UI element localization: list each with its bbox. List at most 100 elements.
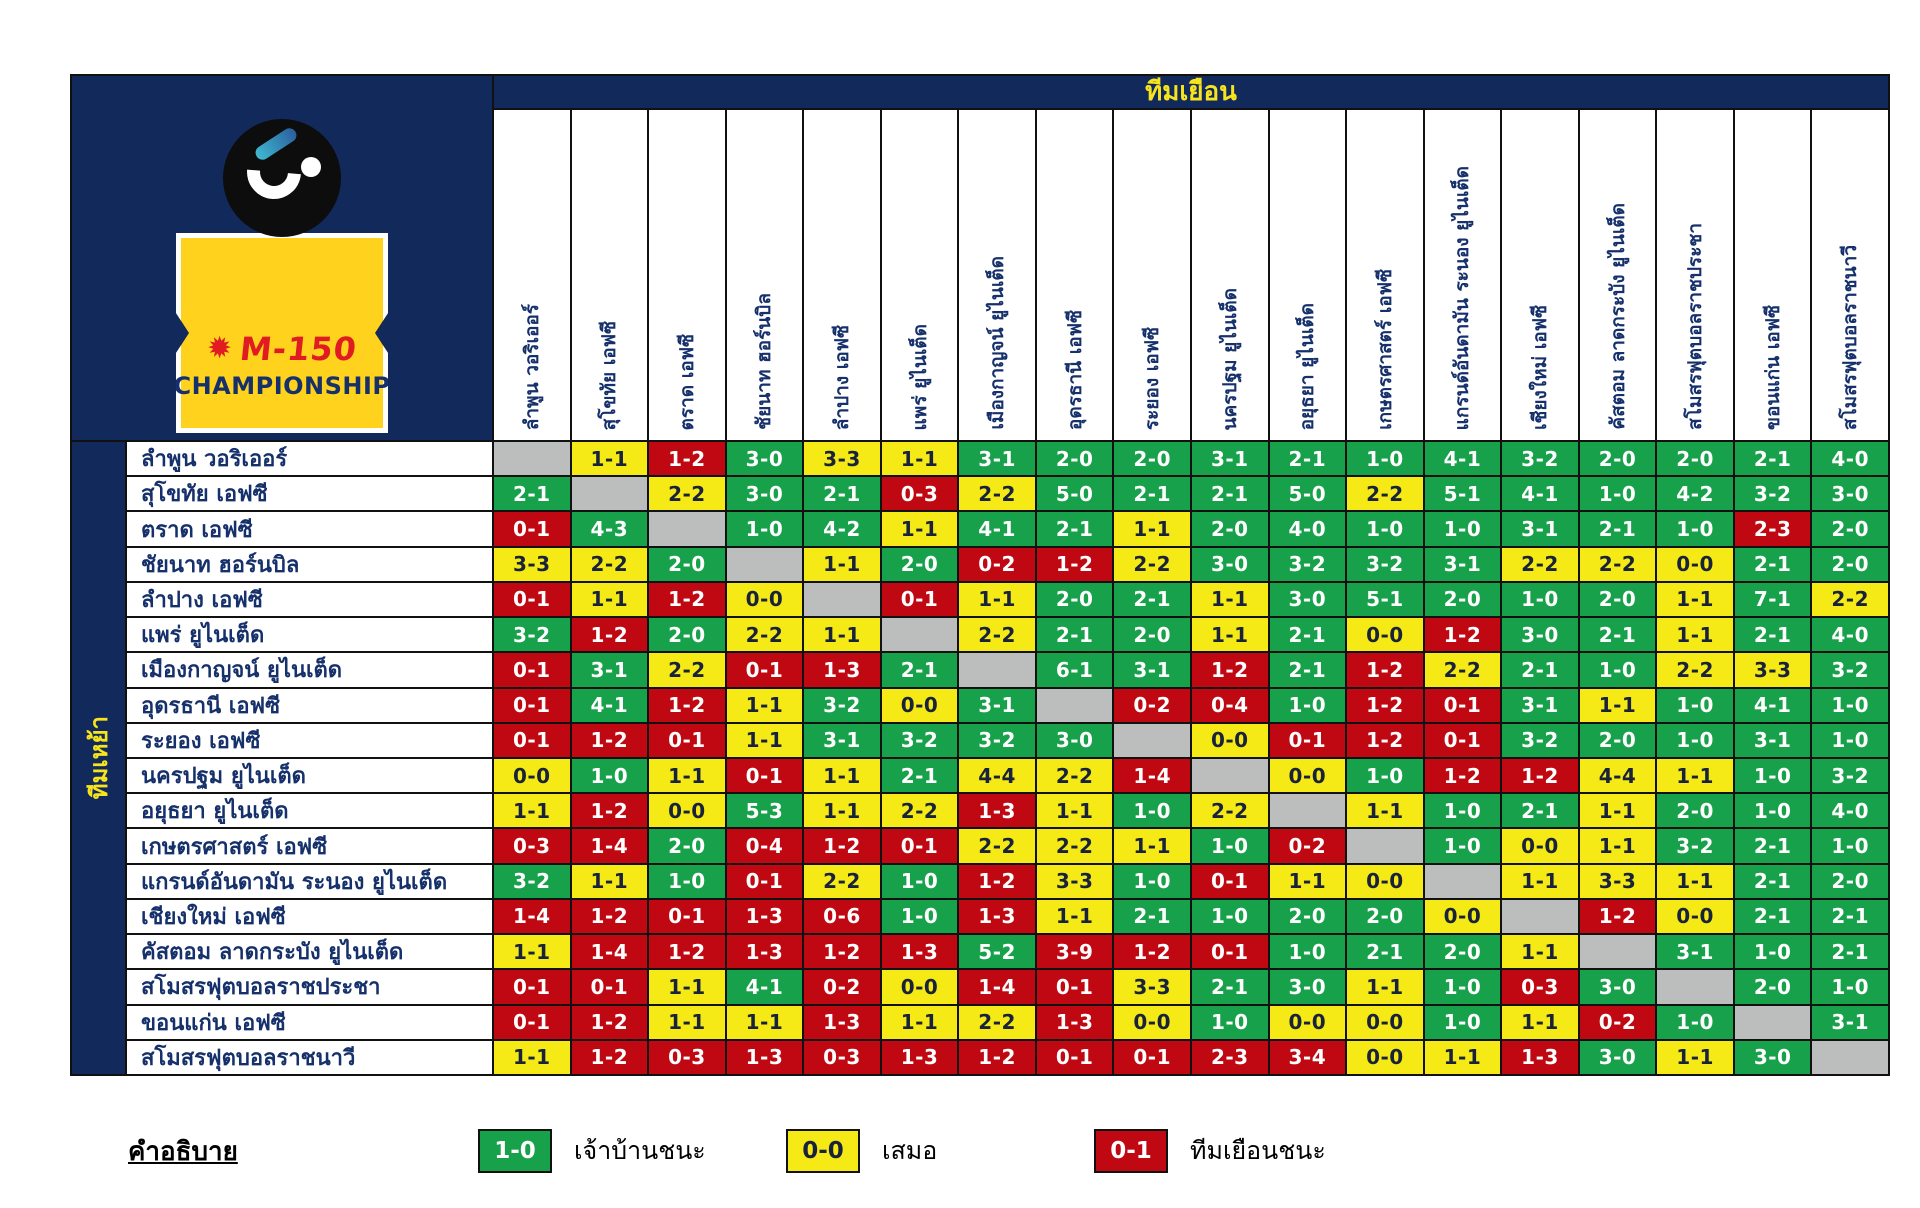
score-cell: 1-1 — [1114, 829, 1190, 863]
home-team-label: ลำปาง เอฟซี — [127, 582, 492, 617]
column-header-away-team: ชัยนาท ฮอร์นบิล — [726, 110, 803, 440]
score-cell: 0-0 — [1114, 1005, 1190, 1039]
score-cell: 0-2 — [804, 970, 880, 1004]
diagonal-cell — [494, 442, 570, 476]
score-cell: 0-0 — [1347, 1040, 1423, 1074]
score-cell: 2-1 — [1502, 794, 1578, 828]
score-cell: 2-1 — [1734, 899, 1811, 934]
score-cell: 2-1 — [494, 477, 570, 511]
score-cell: 2-2 — [1579, 547, 1656, 581]
diagonal-cell — [959, 653, 1035, 687]
score-cell: 3-3 — [1579, 864, 1656, 898]
score-cell: 1-0 — [1579, 477, 1656, 511]
score-cell: 2-3 — [1192, 1040, 1268, 1074]
score-cell: 1-0 — [1657, 688, 1733, 722]
score-cell: 1-2 — [571, 794, 648, 828]
score-cell: 1-2 — [649, 442, 725, 476]
home-axis-strip: ทีมเหย้า — [72, 442, 125, 1074]
score-cell: 1-0 — [1812, 688, 1888, 722]
score-cell: 0-0 — [1269, 1005, 1346, 1039]
score-cell: 1-0 — [1734, 794, 1811, 828]
score-cell: 3-4 — [1269, 1040, 1346, 1074]
score-cell: 1-1 — [1192, 618, 1268, 652]
score-cell: 0-1 — [881, 829, 958, 863]
score-cell: 6-1 — [1036, 653, 1113, 687]
diagonal-cell — [1579, 935, 1656, 969]
score-cell: 1-4 — [494, 899, 570, 934]
column-header-away-team: คัสตอม ลาดกระบัง ยูไนเต็ด — [1579, 110, 1656, 440]
legend-item: 0-1 ทีมเยือนชนะ — [1094, 1129, 1402, 1173]
score-cell: 3-0 — [1579, 970, 1656, 1004]
score-cell: 1-1 — [1114, 512, 1190, 546]
score-cell: 1-0 — [1424, 970, 1501, 1004]
diagonal-cell — [881, 618, 958, 652]
score-cell: 2-2 — [1424, 653, 1501, 687]
home-team-label: ลำพูน วอริเออร์ — [127, 442, 492, 476]
score-cell: 1-1 — [571, 864, 648, 898]
score-cell: 1-2 — [1424, 618, 1501, 652]
score-cell: 1-2 — [649, 688, 725, 722]
score-cell: 1-0 — [726, 512, 803, 546]
legend: คำอธิบาย 1-0 เจ้าบ้านชนะ 0-0 เสมอ 0-1 ทีมเยือ… — [0, 1126, 1920, 1176]
score-cell: 3-2 — [1347, 547, 1423, 581]
score-cell: 1-2 — [1347, 653, 1423, 687]
score-cell: 2-2 — [1347, 477, 1423, 511]
score-cell: 3-1 — [1114, 653, 1190, 687]
score-cell: 4-1 — [726, 970, 803, 1004]
score-cell: 2-0 — [1734, 970, 1811, 1004]
score-cell: 2-2 — [1812, 582, 1888, 617]
column-header-away-team: ลำปาง เอฟซี — [804, 110, 880, 440]
score-cell: 1-0 — [1424, 1005, 1501, 1039]
score-cell: 1-2 — [1347, 688, 1423, 722]
score-cell: 1-1 — [1036, 899, 1113, 934]
score-cell: 5-1 — [1347, 582, 1423, 617]
score-cell: 7-1 — [1734, 582, 1811, 617]
diagonal-cell — [1734, 1005, 1811, 1039]
score-cell: 3-1 — [1734, 723, 1811, 757]
column-header-away-team: เชียงใหม่ เอฟซี — [1502, 110, 1578, 440]
score-cell: 0-1 — [726, 653, 803, 687]
score-cell: 1-1 — [881, 512, 958, 546]
legend-label: ทีมเยือนชนะ — [1190, 1136, 1326, 1165]
score-cell: 1-2 — [959, 1040, 1035, 1074]
score-cell: 1-4 — [959, 970, 1035, 1004]
score-cell: 1-4 — [1114, 758, 1190, 793]
score-cell: 3-2 — [959, 723, 1035, 757]
score-cell: 1-4 — [571, 935, 648, 969]
score-cell: 0-1 — [494, 582, 570, 617]
score-cell: 1-0 — [1657, 1005, 1733, 1039]
score-cell: 0-1 — [1036, 1040, 1113, 1074]
column-header-label: เชียงใหม่ เอฟซี — [1528, 305, 1551, 430]
score-cell: 1-0 — [1269, 688, 1346, 722]
diagonal-cell — [1036, 688, 1113, 722]
score-cell: 2-1 — [1734, 829, 1811, 863]
diagonal-cell — [571, 477, 648, 511]
score-cell: 4-2 — [804, 512, 880, 546]
score-cell: 1-1 — [1269, 864, 1346, 898]
score-cell: 1-3 — [726, 935, 803, 969]
score-cell: 1-2 — [804, 935, 880, 969]
score-cell: 1-1 — [804, 618, 880, 652]
score-cell: 3-3 — [1036, 864, 1113, 898]
column-header-label: คัสตอม ลาดกระบัง ยูไนเต็ด — [1606, 203, 1629, 430]
score-cell: 1-3 — [804, 653, 880, 687]
score-cell: 0-0 — [881, 970, 958, 1004]
score-cell: 1-0 — [1192, 1005, 1268, 1039]
score-cell: 3-3 — [1734, 653, 1811, 687]
score-cell: 2-2 — [959, 1005, 1035, 1039]
score-cell: 1-3 — [726, 899, 803, 934]
score-cell: 0-1 — [726, 758, 803, 793]
score-cell: 0-2 — [1579, 1005, 1656, 1039]
score-cell: 3-1 — [571, 653, 648, 687]
score-cell: 4-1 — [959, 512, 1035, 546]
column-header-away-team: สุโขทัย เอฟซี — [571, 110, 648, 440]
score-cell: 1-1 — [726, 723, 803, 757]
score-cell: 2-0 — [1579, 723, 1656, 757]
score-cell: 5-3 — [726, 794, 803, 828]
score-cell: 1-1 — [1579, 794, 1656, 828]
score-cell: 2-1 — [1036, 618, 1113, 652]
score-cell: 1-1 — [804, 547, 880, 581]
score-cell: 1-1 — [1502, 935, 1578, 969]
score-cell: 1-0 — [1347, 758, 1423, 793]
score-cell: 2-0 — [1347, 899, 1423, 934]
